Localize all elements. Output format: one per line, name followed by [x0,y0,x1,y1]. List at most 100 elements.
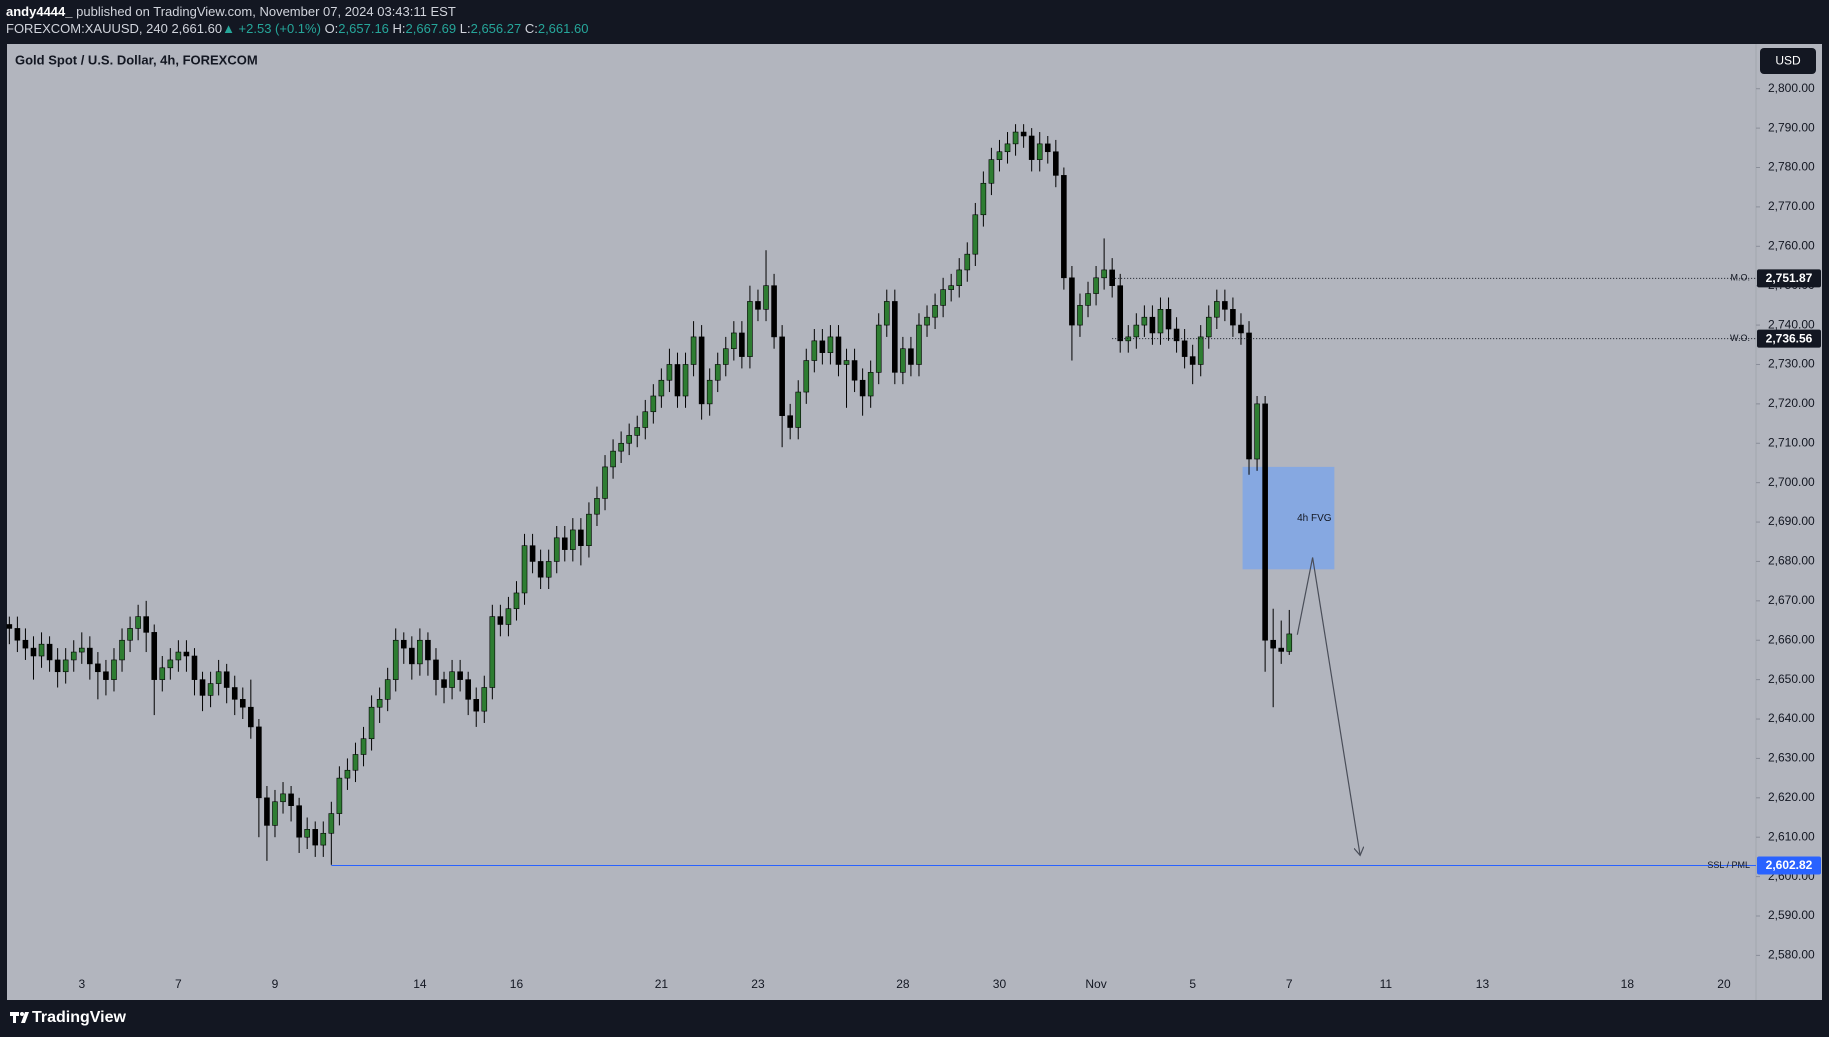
candle-body [352,754,359,771]
candle-body [143,616,149,633]
candle-body [972,214,979,255]
candle-body [191,655,198,680]
candle-body [819,340,826,353]
price-tag [1757,269,1821,288]
candle-body [545,561,552,578]
candle-body [304,829,310,838]
candle-body [1230,309,1236,326]
candle-body [449,671,455,688]
candle-body [682,364,689,397]
candle-body [328,813,335,834]
candle-body [924,316,930,326]
candle-body [932,305,938,318]
candle-body [62,659,69,673]
x-tick-label: 23 [751,977,765,991]
x-tick-label: 7 [175,977,182,991]
candle-body [1133,324,1140,338]
l-value: 2,656.27 [470,21,522,36]
candle-body [594,498,600,515]
y-tick-label: 2,690.00 [1768,514,1815,528]
candle-body [1214,301,1220,318]
h-label: H: [392,21,406,36]
fvg-zone [1242,466,1335,570]
candle-body [6,624,13,629]
y-tick-label: 2,670.00 [1768,593,1815,607]
plot: 2,580.002,590.002,600.002,610.002,620.00… [6,81,1815,991]
y-tick-label: 2,720.00 [1768,396,1815,410]
y-tick-label: 2,610.00 [1768,829,1815,843]
candle-body [392,639,399,680]
candle-body [87,647,93,665]
y-tick-label: 2,790.00 [1768,120,1815,134]
level-label: SSL / PML [1707,860,1750,870]
y-tick-label: 2,770.00 [1768,199,1815,213]
candle-body [859,379,866,397]
candle-body [1262,403,1268,641]
candle-body [417,639,423,665]
candle-body [1189,356,1196,365]
candle-body [1069,277,1075,326]
candle-body [175,651,182,661]
candle-body [320,832,327,846]
candle-body [336,777,343,814]
candle-body [771,285,777,338]
candle-body [843,360,850,365]
y-tick-label: 2,580.00 [1768,948,1815,962]
candle-body [883,301,890,326]
candle-body [135,616,141,629]
candle-body [360,738,367,755]
candle-body [103,671,109,680]
x-tick-label: 11 [1380,977,1393,991]
candle-body [956,269,963,286]
price-tag-label: 2,602.82 [1766,858,1813,872]
price-tag-label: 2,751.87 [1766,271,1813,285]
x-tick-label: 13 [1476,977,1490,991]
candle-body [722,348,729,365]
candle-body [1270,639,1276,649]
candle-body [1109,269,1115,286]
candle-body [779,336,785,416]
x-tick-label: 21 [655,977,669,991]
candle-body [1117,285,1124,342]
y-tick-label: 2,740.00 [1768,317,1815,331]
candle-body [457,671,463,680]
l-label: L: [459,21,471,36]
candle-body [1197,336,1204,365]
candle-body [714,364,721,381]
currency-button[interactable] [1760,48,1816,74]
candle-body [489,616,496,688]
y-tick-label: 2,730.00 [1768,357,1815,371]
y-tick-label: 2,640.00 [1768,711,1815,725]
candle-body [1093,277,1099,294]
candle-body [1205,316,1212,338]
candle-body [207,683,214,696]
logo-dot [20,1012,24,1016]
candle-body [650,395,657,413]
candle-body [900,348,906,373]
candle-body [239,699,246,708]
candle-body [1222,301,1228,310]
candle-body [690,336,697,365]
price-tag [1757,329,1821,348]
currency-label[interactable]: USD [1775,54,1801,68]
price-tag-label: 2,736.56 [1766,331,1813,345]
candle-body [1020,131,1027,137]
candle-body [159,667,166,680]
y-tick-label: 2,590.00 [1768,908,1815,922]
candle-body [892,301,898,373]
candle-body [409,647,415,665]
x-tick-label: 7 [1286,977,1293,991]
arrow-path [1296,557,1360,856]
candle-body [747,301,753,357]
candle-body [119,639,125,661]
symbol: FOREXCOM:XAUUSD, 240 [6,21,168,36]
candle-body [731,332,737,350]
candle-body [1028,135,1035,160]
candle-body [465,679,471,700]
candle-body [1165,309,1172,330]
candle-body [610,450,616,468]
y-tick-label: 2,760.00 [1768,238,1815,252]
candle-body [586,513,592,546]
candle-body [1012,131,1019,145]
